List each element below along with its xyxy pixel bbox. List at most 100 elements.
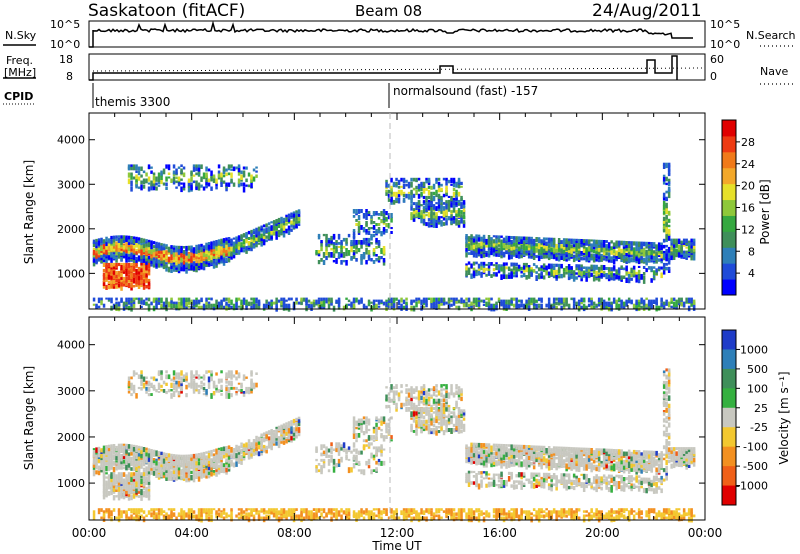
heatmap-cell [252, 516, 256, 522]
heatmap-cell [555, 256, 558, 261]
heatmap-cell [677, 297, 681, 304]
heatmap-cell [480, 261, 483, 265]
heatmap-cell [122, 484, 126, 488]
heatmap-cell [642, 257, 646, 263]
heatmap-cell [297, 301, 301, 305]
heatmap-cell [565, 266, 568, 269]
heatmap-cell [492, 268, 496, 272]
heatmap-cell [95, 238, 98, 242]
heatmap-cell [277, 225, 281, 228]
heatmap-cell [237, 297, 241, 301]
heatmap-cell [197, 248, 201, 253]
heatmap-cell [600, 247, 603, 253]
heatmap-cell [647, 249, 651, 256]
heatmap-cell [322, 305, 326, 309]
heatmap-cell [627, 299, 631, 304]
heatmap-cell [170, 472, 173, 477]
heatmap-cell [212, 380, 216, 384]
heatmap-cell [230, 372, 233, 376]
heatmap-cell [570, 240, 573, 245]
heatmap-cell [425, 301, 428, 305]
heatmap-cell [575, 272, 578, 275]
heatmap-cell [687, 297, 691, 304]
heatmap-cell [227, 370, 231, 376]
heatmap-cell [210, 464, 213, 468]
heatmap-cell [365, 244, 368, 248]
heatmap-cell [197, 471, 201, 474]
heatmap-cell [167, 256, 171, 263]
heatmap-cell [215, 254, 218, 259]
heatmap-cell [417, 299, 421, 304]
heatmap-cell [220, 512, 223, 519]
heatmap-cell [225, 446, 228, 450]
heatmap-cell [425, 179, 428, 184]
heatmap-cell [522, 262, 526, 266]
heatmap-cell [285, 299, 288, 302]
heatmap-cell [395, 195, 398, 201]
heatmap-cell [612, 273, 616, 276]
heatmap-cell [377, 301, 381, 305]
heatmap-cell [130, 488, 133, 494]
heatmap-cell [475, 252, 478, 258]
heatmap-cell [205, 297, 208, 302]
heatmap-cell [240, 508, 243, 514]
heatmap-cell [165, 374, 168, 380]
heatmap-cell [327, 252, 331, 258]
heatmap-cell [217, 449, 221, 456]
heatmap-cell [217, 447, 221, 450]
heatmap-cell [667, 218, 671, 223]
heatmap-cell [175, 466, 178, 473]
heatmap-cell [102, 458, 106, 464]
heatmap-cell [422, 214, 426, 219]
heatmap-cell [687, 246, 691, 252]
heatmap-cell [112, 278, 116, 284]
heatmap-cell [480, 271, 483, 275]
heatmap-cell [262, 447, 266, 451]
heatmap-cell [575, 242, 578, 249]
heatmap-cell [152, 180, 156, 187]
heatmap-cell [447, 179, 451, 184]
heatmap-cell [250, 370, 253, 375]
heatmap-cell [222, 446, 226, 451]
heatmap-cell [662, 162, 666, 166]
heatmap-cell [147, 280, 151, 286]
heatmap-cell [665, 214, 668, 220]
heatmap-cell [122, 495, 126, 500]
heatmap-cell [372, 299, 376, 305]
heatmap-cell [600, 268, 603, 273]
heatmap-cell [667, 180, 671, 184]
heatmap-cell [370, 227, 373, 230]
heatmap-cell [527, 242, 531, 248]
heatmap-cell [602, 273, 606, 278]
heatmap-cell [100, 448, 103, 453]
heatmap-cell [525, 238, 528, 244]
heatmap-cell [417, 183, 421, 190]
heatmap-cell [485, 250, 488, 253]
heatmap-cell [227, 386, 231, 393]
heatmap-cell [207, 168, 211, 172]
heatmap-cell [230, 508, 233, 512]
heatmap-cell [177, 259, 181, 264]
heatmap-cell [690, 254, 693, 261]
heatmap-cell [367, 301, 371, 306]
heatmap-cell [117, 305, 121, 312]
heatmap-cell [607, 271, 611, 275]
heatmap-cell [117, 510, 121, 516]
heatmap-cell [180, 514, 183, 520]
heatmap-cell [172, 454, 176, 460]
heatmap-cell [615, 250, 618, 256]
heatmap-cell [447, 303, 451, 310]
heatmap-cell [157, 172, 161, 177]
heatmap-cell [152, 297, 156, 303]
heatmap-cell [570, 256, 573, 259]
heatmap-cell [235, 252, 238, 255]
heatmap-cell [405, 297, 408, 301]
heatmap-cell [597, 276, 601, 282]
heatmap-cell [367, 242, 371, 246]
heatmap-cell [92, 239, 96, 244]
heatmap-cell [450, 303, 453, 307]
heatmap-cell [602, 271, 606, 274]
heatmap-cell [517, 264, 521, 269]
heatmap-cell [137, 299, 141, 304]
heatmap-cell [250, 301, 253, 306]
